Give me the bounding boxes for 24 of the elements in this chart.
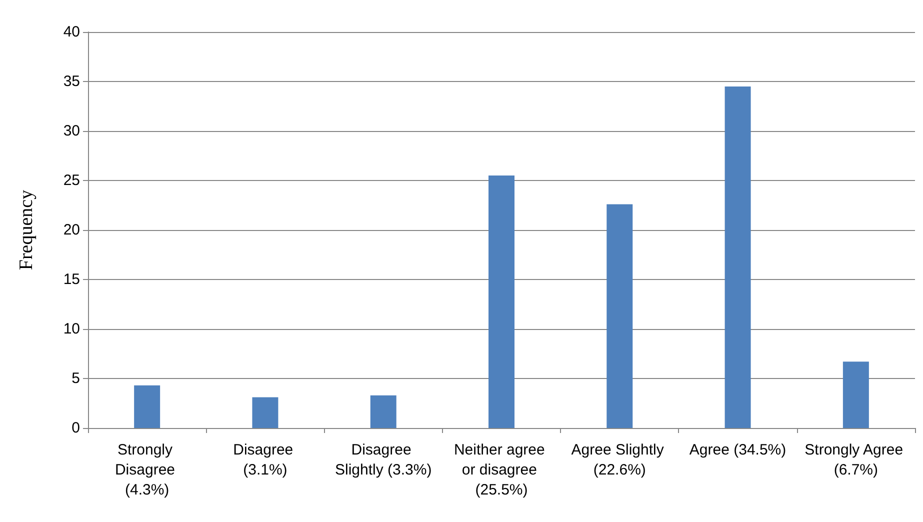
y-tick-label: 30: [63, 122, 80, 140]
y-tick-label: 0: [72, 420, 80, 436]
y-tick-label: 40: [63, 24, 80, 40]
x-tick-label: Strongly Disagree (4.3%): [114, 442, 180, 498]
bar: [724, 86, 751, 428]
x-tick-label: Agree Slightly (22.6%): [571, 442, 668, 478]
bar: [134, 385, 160, 428]
y-tick-label: 20: [63, 222, 80, 238]
x-tick-label: Disagree Slightly (3.3%): [335, 442, 432, 478]
bar: [488, 176, 514, 428]
bar: [370, 395, 396, 428]
y-tick-label: 15: [63, 271, 80, 288]
y-tick-label: 25: [63, 172, 80, 189]
bar: [252, 397, 278, 428]
x-tick-label: Disagree (3.1%): [233, 442, 298, 478]
x-tick-label: Agree (34.5%): [689, 442, 786, 458]
x-tick-label: Neither agree or disagree (25.5%): [454, 442, 550, 498]
x-tick-label: Strongly Agree (6.7%): [804, 442, 908, 478]
bar: [842, 362, 869, 428]
y-axis-title: Frequency: [16, 189, 37, 270]
bar: [606, 204, 633, 428]
y-tick-label: 35: [63, 73, 80, 90]
y-tick-label: 5: [72, 370, 80, 387]
y-tick-label: 10: [63, 320, 80, 338]
